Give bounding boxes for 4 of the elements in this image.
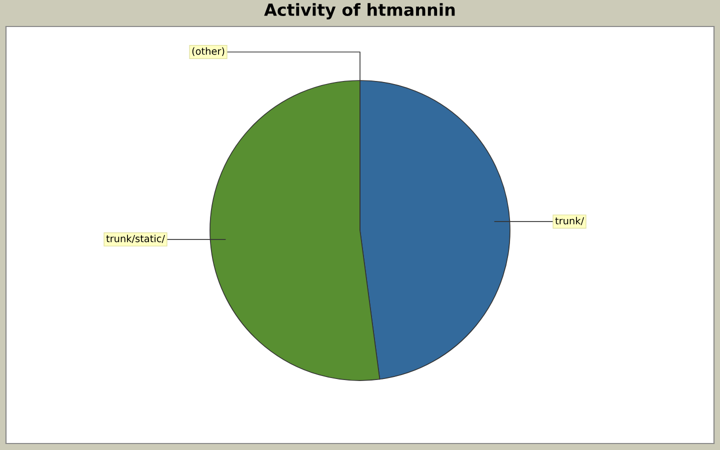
slice-label: trunk/static/ — [106, 234, 166, 243]
category-label: (other) — [192, 47, 224, 56]
chart-title: Activity of htmannin — [264, 3, 455, 20]
slice-label: trunk/ — [555, 216, 584, 226]
